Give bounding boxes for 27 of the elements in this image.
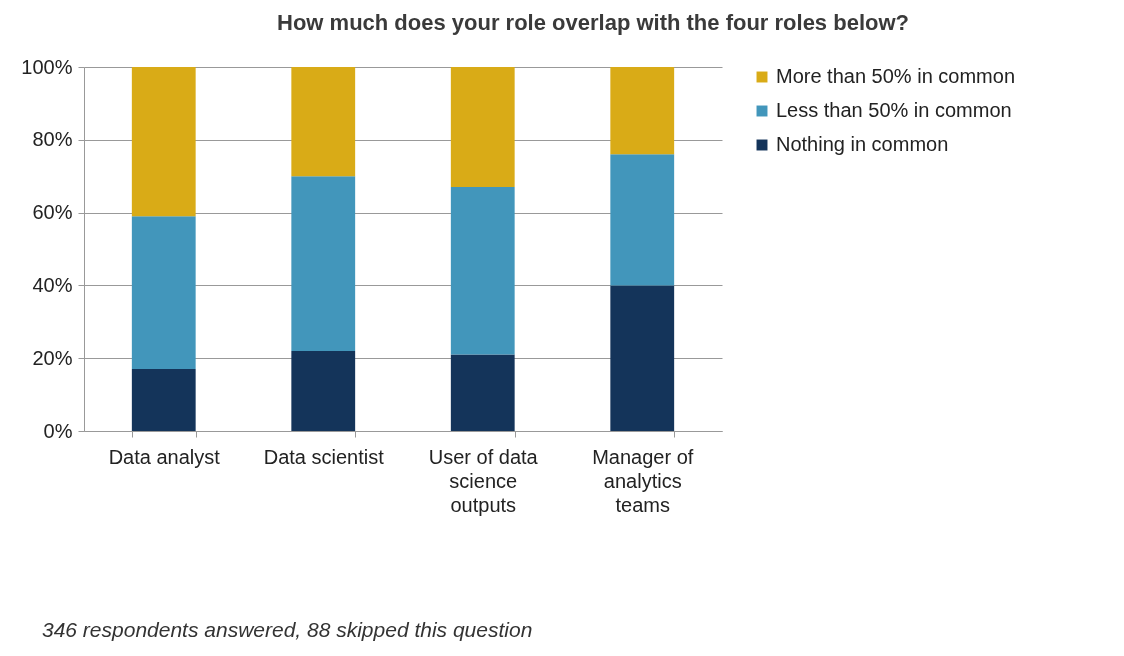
x-tick-label: Data analyst bbox=[108, 445, 221, 468]
bar bbox=[450, 67, 515, 188]
y-tick-label: 60% bbox=[32, 201, 73, 224]
bar bbox=[450, 354, 515, 431]
x-tick-label: Data scientist bbox=[263, 445, 385, 468]
y-tick-label: 0% bbox=[43, 419, 73, 442]
text: 346 respondents answered, 88 skipped this question bbox=[42, 618, 533, 642]
y-tick-label: 80% bbox=[32, 128, 73, 151]
x-tick-label: Manager of analytics teams bbox=[592, 445, 694, 516]
y-tick-label: 20% bbox=[32, 346, 73, 369]
bar bbox=[131, 67, 196, 217]
y-tick-label: 40% bbox=[32, 273, 73, 296]
bar bbox=[291, 67, 356, 177]
bar bbox=[291, 350, 356, 431]
bar bbox=[610, 67, 675, 155]
bar bbox=[450, 187, 515, 355]
chart-title: How much does your role overlap with the four roles below? bbox=[277, 10, 909, 35]
legend-label: Nothing in common bbox=[776, 133, 949, 155]
bar bbox=[131, 216, 196, 370]
legend-label: More than 50% in common bbox=[776, 65, 1016, 87]
bar bbox=[131, 369, 196, 431]
legend-label: Less than 50% in common bbox=[776, 99, 1012, 121]
bar bbox=[610, 285, 675, 431]
bar bbox=[291, 176, 356, 351]
x-tick-label: User of data science outputs bbox=[428, 445, 539, 516]
bar bbox=[610, 154, 675, 286]
y-tick-label: 100% bbox=[21, 55, 73, 78]
